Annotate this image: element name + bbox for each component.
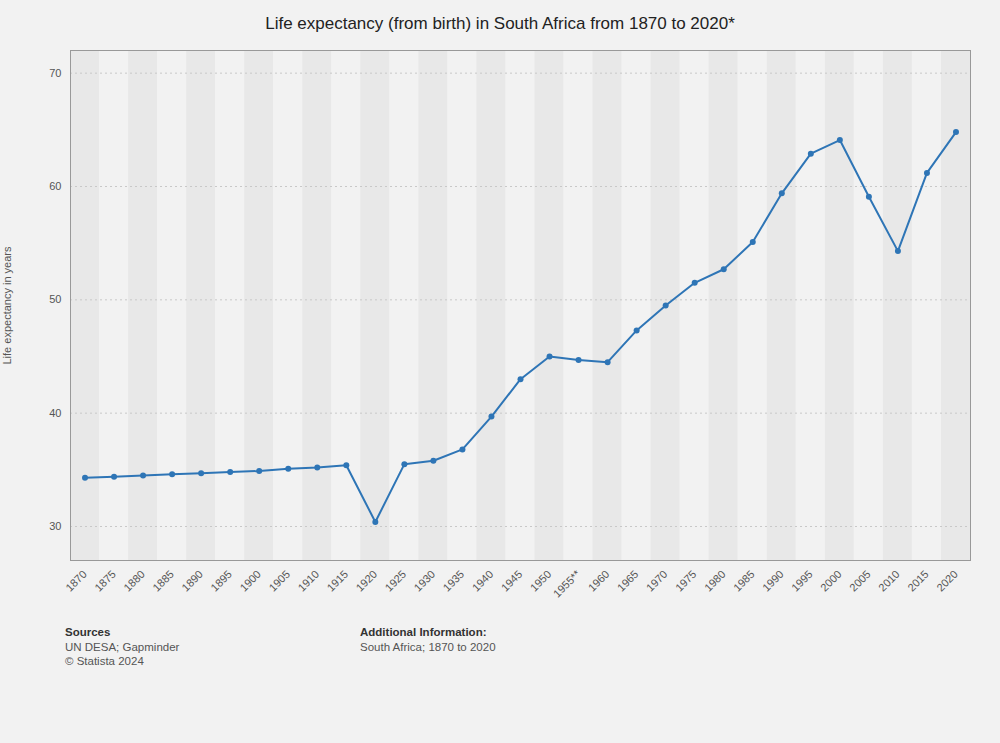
svg-text:70: 70 — [49, 67, 61, 79]
svg-text:30: 30 — [49, 520, 61, 532]
svg-text:1905: 1905 — [266, 568, 292, 594]
svg-text:1980: 1980 — [702, 568, 728, 594]
svg-text:1880: 1880 — [121, 568, 147, 594]
svg-text:40: 40 — [49, 407, 61, 419]
svg-text:1895: 1895 — [208, 568, 234, 594]
svg-text:2010: 2010 — [876, 568, 902, 594]
html-text:Additional Information:: Additional Information: — [360, 626, 487, 638]
html-text:South Africa; 1870 to 2020: South Africa; 1870 to 2020 — [360, 641, 496, 653]
svg-text:2015: 2015 — [905, 568, 931, 594]
svg-text:1945: 1945 — [499, 568, 525, 594]
svg-text:1975: 1975 — [673, 568, 699, 594]
svg-text:Life expectancy in years: Life expectancy in years — [1, 246, 13, 365]
svg-text:1925: 1925 — [382, 568, 408, 594]
svg-text:1900: 1900 — [237, 568, 263, 594]
svg-text:1955**: 1955** — [551, 567, 583, 599]
svg-text:1970: 1970 — [644, 568, 670, 594]
svg-text:1930: 1930 — [412, 568, 438, 594]
svg-text:1915: 1915 — [324, 568, 350, 594]
html-text:Sources: Sources — [65, 626, 111, 638]
svg-text:1910: 1910 — [295, 568, 321, 594]
html-text:Life expectancy (from birth) i: Life expectancy (from birth) in South Af… — [265, 14, 735, 33]
svg-text:1920: 1920 — [353, 568, 379, 594]
svg-text:2020: 2020 — [934, 568, 960, 594]
svg-text:1875: 1875 — [92, 568, 118, 594]
svg-text:1965: 1965 — [615, 568, 641, 594]
svg-text:2000: 2000 — [818, 568, 844, 594]
svg-text:1935: 1935 — [441, 568, 467, 594]
svg-text:1960: 1960 — [586, 568, 612, 594]
svg-text:1940: 1940 — [470, 568, 496, 594]
svg-text:1995: 1995 — [789, 568, 815, 594]
svg-text:50: 50 — [49, 293, 61, 305]
svg-text:60: 60 — [49, 180, 61, 192]
svg-text:1870: 1870 — [63, 568, 89, 594]
svg-text:1950: 1950 — [528, 568, 554, 594]
html-text:© Statista 2024: © Statista 2024 — [65, 655, 144, 667]
html-text:UN DESA; Gapminder: UN DESA; Gapminder — [65, 641, 180, 653]
svg-text:1885: 1885 — [150, 568, 176, 594]
svg-text:1890: 1890 — [179, 568, 205, 594]
svg-text:1985: 1985 — [731, 568, 757, 594]
svg-text:2005: 2005 — [847, 568, 873, 594]
svg-text:1990: 1990 — [760, 568, 786, 594]
